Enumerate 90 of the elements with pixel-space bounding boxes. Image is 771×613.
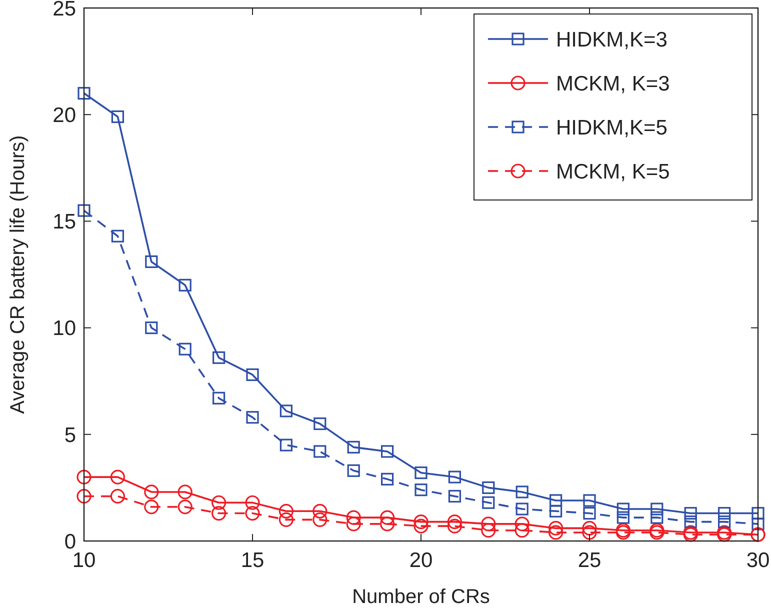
legend-label: HIDKM,K=5: [556, 116, 668, 140]
point: [381, 472, 394, 486]
point: [414, 518, 428, 534]
point: [482, 496, 495, 509]
point: [448, 490, 461, 503]
point: [516, 486, 528, 498]
point: [212, 495, 226, 510]
x-axis-title: Number of CRs: [352, 586, 490, 608]
point: [516, 502, 528, 516]
point: [718, 516, 731, 528]
point: [616, 502, 630, 516]
point: [278, 504, 294, 518]
point: [245, 506, 260, 521]
y-tick-label: 5: [64, 424, 76, 447]
point: [111, 230, 124, 242]
legend-label: MCKM, K=5: [556, 160, 670, 184]
point: [346, 510, 361, 525]
y-tick-label: 15: [52, 210, 76, 234]
point: [616, 511, 630, 524]
point: [583, 494, 596, 507]
point: [145, 322, 158, 334]
legend-label: HIDKM,K=3: [556, 28, 668, 52]
point: [110, 470, 125, 484]
point: [111, 110, 124, 124]
point: [414, 514, 428, 530]
point: [380, 510, 395, 525]
x-tick-label: 20: [409, 549, 433, 572]
point: [550, 494, 562, 507]
point: [448, 470, 461, 484]
legend-label: MCKM, K=3: [556, 72, 670, 96]
point: [144, 500, 159, 514]
point: [381, 445, 394, 458]
y-tick-label: 25: [52, 0, 76, 20]
point: [347, 440, 360, 454]
y-tick-label: 20: [52, 104, 76, 127]
point: [481, 516, 496, 532]
y-axis-title: Average CR battery life (Hours): [7, 135, 29, 414]
point: [312, 512, 328, 527]
point: [314, 445, 326, 458]
point: [550, 504, 562, 518]
point: [212, 506, 226, 521]
point: [414, 484, 428, 496]
y-tick-label: 10: [52, 317, 76, 340]
point: [278, 512, 294, 527]
point: [481, 523, 496, 538]
point: [280, 404, 292, 418]
point: [548, 525, 564, 540]
point: [246, 411, 259, 424]
point: [514, 516, 530, 532]
point: [752, 506, 764, 520]
point: [583, 506, 596, 520]
point: [752, 518, 764, 530]
point: [178, 484, 192, 500]
point: [380, 516, 395, 532]
point: [582, 525, 597, 540]
point: [178, 342, 192, 356]
x-tick-label: 15: [240, 549, 264, 572]
point: [346, 516, 361, 532]
point: [650, 511, 664, 524]
point: [347, 464, 360, 477]
x-tick-label: 25: [578, 549, 602, 572]
point: [78, 204, 90, 217]
point: [178, 278, 192, 292]
point: [447, 518, 462, 534]
point: [718, 506, 731, 520]
point: [212, 351, 226, 364]
point: [145, 255, 158, 268]
point: [110, 488, 125, 504]
point: [650, 502, 664, 516]
point: [548, 520, 564, 536]
point: [314, 417, 326, 430]
point: [414, 466, 428, 480]
point: [78, 86, 90, 100]
point: [447, 514, 462, 530]
point: [514, 523, 530, 538]
point: [144, 484, 159, 500]
point: [245, 495, 260, 510]
point: [312, 504, 328, 518]
point: [684, 516, 697, 528]
point: [212, 392, 226, 404]
point: [246, 368, 259, 382]
point: [582, 520, 597, 536]
point: [280, 438, 292, 452]
point: [76, 488, 92, 504]
point: [178, 500, 192, 514]
point: [684, 506, 697, 520]
point: [76, 470, 92, 484]
x-tick-label: 30: [746, 549, 770, 572]
y-tick-label: 0: [64, 530, 76, 554]
point: [482, 481, 495, 494]
